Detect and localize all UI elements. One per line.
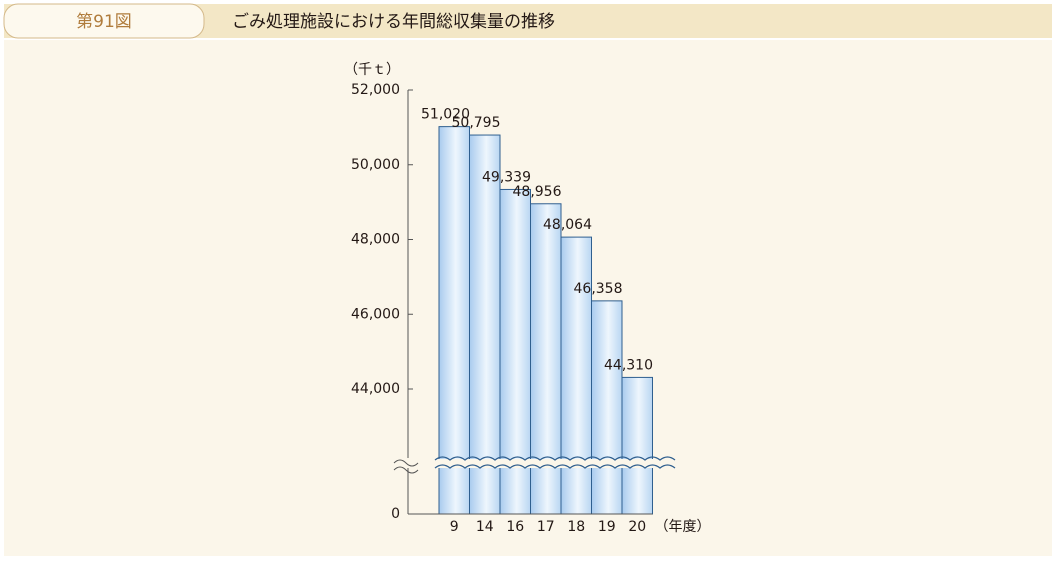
- value-label: 49,339: [482, 169, 531, 185]
- x-tick-label: 17: [537, 519, 555, 535]
- x-tick-label: 14: [476, 519, 494, 535]
- figure-number: 第91図: [76, 12, 132, 32]
- break-line: [434, 464, 676, 469]
- x-tick-label: 20: [628, 519, 646, 535]
- y-tick-label: 50,000: [351, 157, 400, 173]
- axis-break: [393, 459, 419, 474]
- value-label: 50,795: [452, 115, 501, 131]
- value-label: 48,956: [513, 184, 562, 200]
- break-line: [434, 456, 676, 461]
- bar: [621, 376, 653, 515]
- x-tick-label: 16: [506, 519, 524, 535]
- bar: [591, 300, 623, 515]
- x-tick-label: 18: [567, 519, 585, 535]
- value-label: 51,020: [421, 107, 470, 123]
- bar: [438, 126, 470, 515]
- y-tick-label: 48,000: [351, 232, 400, 248]
- y-tick-label: 52,000: [351, 82, 400, 98]
- value-label: 48,064: [543, 217, 592, 233]
- value-label: 44,310: [604, 357, 653, 373]
- x-unit: （年度）: [655, 519, 711, 535]
- break-gap: [435, 459, 661, 468]
- y-tick-label: 44,000: [351, 381, 400, 397]
- bar: [560, 236, 592, 515]
- y-unit: （千ｔ）: [344, 62, 400, 78]
- y-tick-label: 46,000: [351, 306, 400, 322]
- x-tick-label: 19: [598, 519, 616, 535]
- value-label: 46,358: [574, 281, 623, 297]
- y-tick-label: 0: [391, 506, 400, 522]
- x-tick-label: 9: [450, 519, 459, 535]
- figure-tab: [3, 3, 205, 39]
- figure-title: ごみ処理施設における年間総収集量の推移: [232, 12, 555, 32]
